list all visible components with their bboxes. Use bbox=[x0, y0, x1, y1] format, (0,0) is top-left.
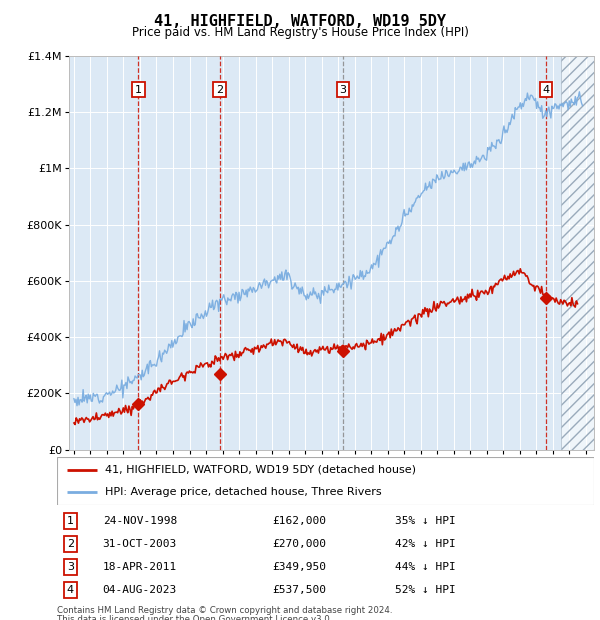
Text: This data is licensed under the Open Government Licence v3.0.: This data is licensed under the Open Gov… bbox=[57, 614, 332, 620]
Bar bbox=[561, 56, 594, 450]
Text: 1: 1 bbox=[67, 516, 74, 526]
Text: 42% ↓ HPI: 42% ↓ HPI bbox=[395, 539, 456, 549]
Text: 04-AUG-2023: 04-AUG-2023 bbox=[103, 585, 177, 595]
Text: 31-OCT-2003: 31-OCT-2003 bbox=[103, 539, 177, 549]
Text: £162,000: £162,000 bbox=[272, 516, 326, 526]
Text: £270,000: £270,000 bbox=[272, 539, 326, 549]
Text: 52% ↓ HPI: 52% ↓ HPI bbox=[395, 585, 456, 595]
Text: Price paid vs. HM Land Registry's House Price Index (HPI): Price paid vs. HM Land Registry's House … bbox=[131, 26, 469, 39]
Text: HPI: Average price, detached house, Three Rivers: HPI: Average price, detached house, Thre… bbox=[106, 487, 382, 497]
Text: £349,950: £349,950 bbox=[272, 562, 326, 572]
Text: 41, HIGHFIELD, WATFORD, WD19 5DY (detached house): 41, HIGHFIELD, WATFORD, WD19 5DY (detach… bbox=[106, 465, 416, 475]
Bar bbox=[561, 56, 594, 450]
Text: 35% ↓ HPI: 35% ↓ HPI bbox=[395, 516, 456, 526]
Text: 3: 3 bbox=[67, 562, 74, 572]
Text: 3: 3 bbox=[340, 84, 347, 94]
Text: 2: 2 bbox=[216, 84, 223, 94]
Text: 18-APR-2011: 18-APR-2011 bbox=[103, 562, 177, 572]
Text: 44% ↓ HPI: 44% ↓ HPI bbox=[395, 562, 456, 572]
Text: 41, HIGHFIELD, WATFORD, WD19 5DY: 41, HIGHFIELD, WATFORD, WD19 5DY bbox=[154, 14, 446, 29]
Text: 1: 1 bbox=[135, 84, 142, 94]
Text: 4: 4 bbox=[542, 84, 550, 94]
Text: Contains HM Land Registry data © Crown copyright and database right 2024.: Contains HM Land Registry data © Crown c… bbox=[57, 606, 392, 615]
Text: 4: 4 bbox=[67, 585, 74, 595]
Text: 24-NOV-1998: 24-NOV-1998 bbox=[103, 516, 177, 526]
Text: £537,500: £537,500 bbox=[272, 585, 326, 595]
Text: 2: 2 bbox=[67, 539, 74, 549]
